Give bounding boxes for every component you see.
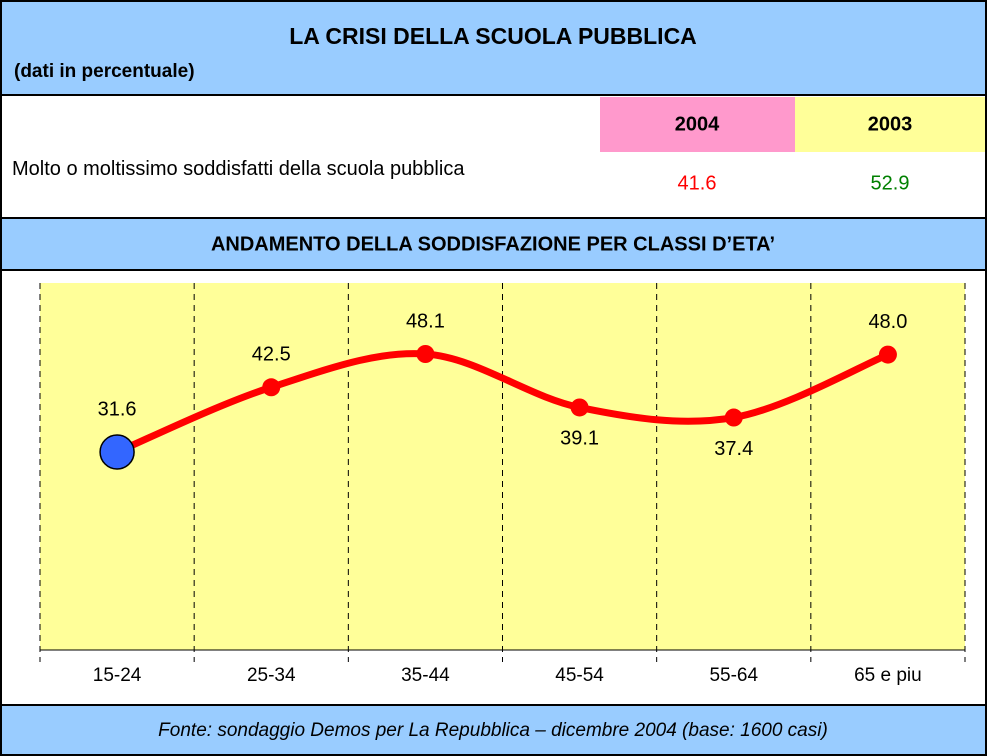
x-tick-label: 65 e piu [854,665,922,686]
source: Fonte: sondaggio Demos per La Repubblica… [158,720,828,741]
column-header: 2003 [868,113,913,135]
data-label: 31.6 [98,398,137,420]
x-tick-label: 55-64 [709,665,758,686]
x-tick-label: 35-44 [401,665,450,686]
marker [878,345,897,364]
line [115,350,890,456]
plot-area [40,283,965,650]
data-label: 37.4 [714,438,753,460]
column-header: 2004 [675,113,720,135]
section-bg [0,218,987,270]
marker [262,378,281,397]
marker [416,345,435,363]
data-label: 39.1 [560,428,599,450]
marker [99,434,135,470]
col-2003-bg [795,97,985,152]
x-tick-label: 25-34 [247,665,296,686]
cell-value: 52.9 [871,172,910,194]
data-label: 48.1 [406,310,445,332]
x-tick-label: 45-54 [555,665,604,686]
footer-bg [0,705,987,756]
x-tick-label: 15-24 [93,665,142,686]
row-label: Molto o moltissimo soddisfatti della scu… [12,158,465,180]
data-label: 48.0 [868,311,907,333]
row-label-box: Molto o moltissimo soddisfatti della scu… [12,158,465,180]
col-2004-bg [600,97,795,152]
data-label: 42.5 [252,344,291,366]
cell-value: 41.6 [678,172,717,194]
subtitle: (dati in percentuale) [14,61,195,82]
marker [724,408,743,427]
title: LA CRISI DELLA SCUOLA PUBBLICA [289,23,697,49]
header-bg [0,0,987,95]
marker [570,398,589,417]
chart-title: ANDAMENTO DELLA SODDISFAZIONE PER CLASSI… [211,233,775,255]
